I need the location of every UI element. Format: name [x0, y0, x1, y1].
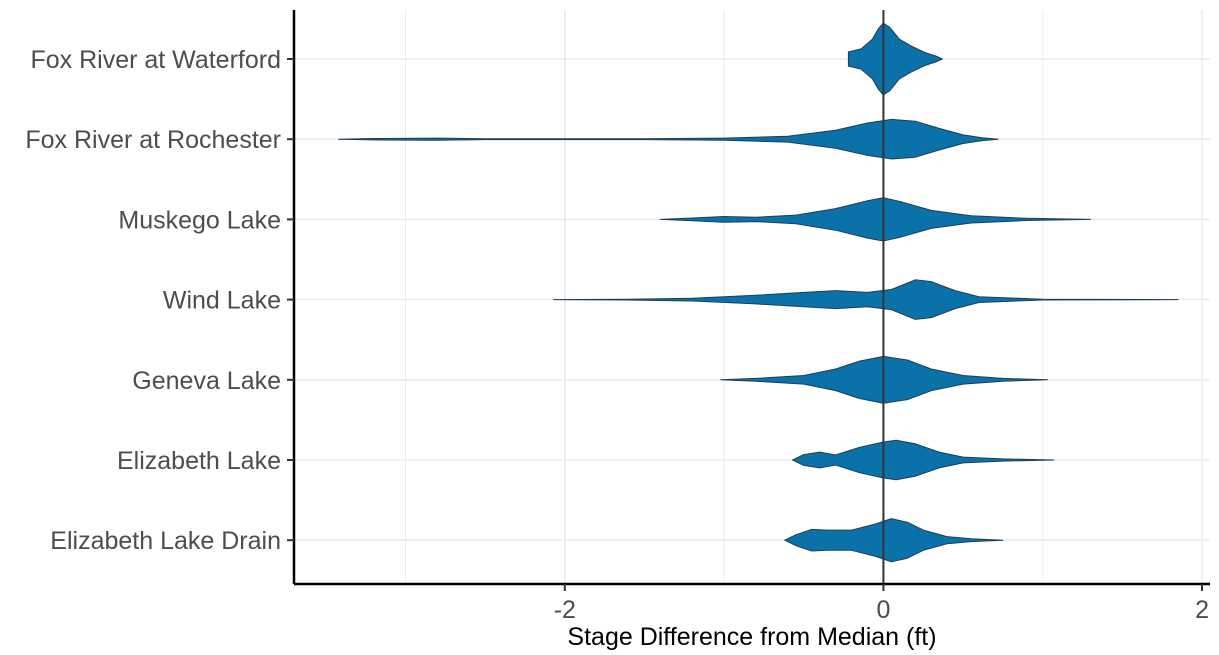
y-tick-label: Elizabeth Lake Drain	[50, 527, 281, 555]
y-tick-label: Fox River at Rochester	[25, 126, 281, 154]
violin-fox-river-at-waterford	[847, 22, 943, 96]
y-tick-label: Wind Lake	[163, 287, 281, 315]
y-tick-label: Elizabeth Lake	[117, 447, 281, 475]
y-tick-label: Fox River at Waterford	[30, 46, 281, 74]
x-axis-label: Stage Difference from Median (ft)	[567, 623, 936, 651]
x-tick-labels: -2 0 2	[554, 584, 1209, 624]
violin-elizabeth-lake-drain	[784, 518, 1004, 563]
x-tick-label: 2	[1195, 596, 1209, 624]
violins	[338, 22, 1179, 563]
y-tick-label: Muskego Lake	[118, 206, 281, 234]
x-tick-label: -2	[554, 596, 576, 624]
y-tick-labels: Fox River at Waterford Fox River at Roche…	[25, 46, 294, 555]
y-tick-label: Geneva Lake	[132, 367, 281, 395]
violin-wind-lake	[553, 279, 1179, 320]
axes	[292, 10, 1210, 586]
violin-fox-river-at-rochester	[338, 118, 999, 160]
x-tick-label: 0	[876, 596, 890, 624]
violin-elizabeth-lake	[792, 439, 1055, 481]
violin-muskego-lake	[659, 197, 1091, 242]
